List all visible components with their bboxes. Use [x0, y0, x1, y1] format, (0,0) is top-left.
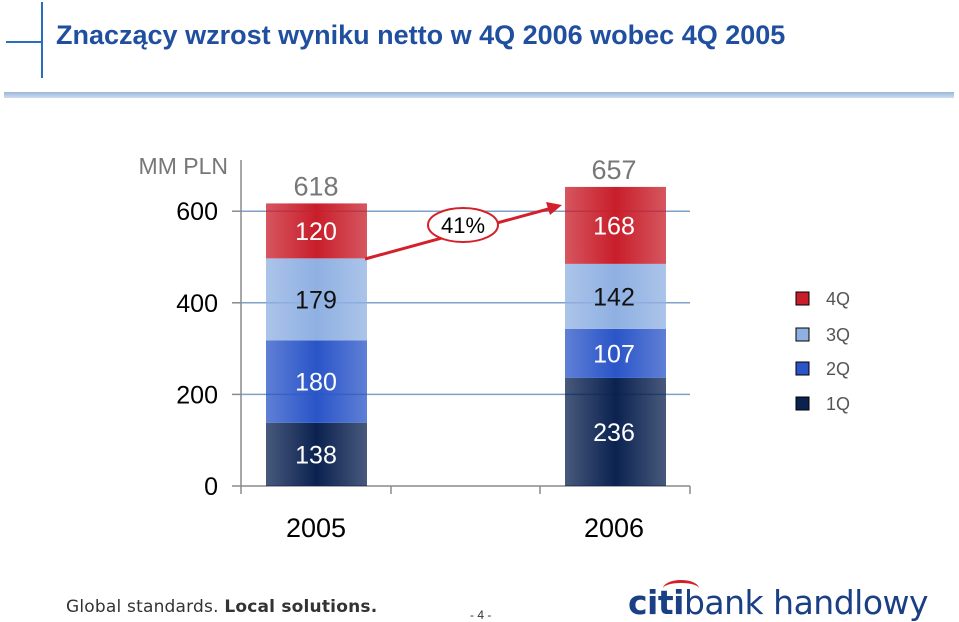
legend-label-4Q: 4Q	[826, 289, 850, 309]
bar-2006-1Q	[565, 377, 666, 486]
title-accent-horizontal-line	[6, 41, 42, 43]
legend-label-3Q: 3Q	[826, 325, 850, 345]
bar-2005-2Q	[266, 340, 367, 423]
page-number: - 4 -	[470, 608, 492, 622]
logo-rest-text: bank handlowy	[683, 583, 929, 622]
growth-badge	[427, 207, 499, 243]
data-label-2006-3Q: 142	[593, 283, 635, 311]
data-label-2005-2Q: 180	[295, 369, 337, 397]
bar-2005-4Q	[266, 203, 367, 259]
legend-swatch-1Q	[795, 396, 810, 411]
data-label-2006-1Q: 236	[593, 419, 635, 447]
y-tick-label-0: 0	[204, 473, 218, 501]
legend-swatch-3Q	[795, 327, 810, 342]
bar-2006-2Q	[565, 328, 666, 378]
growth-arrow-head	[546, 202, 562, 215]
citibank-handlowy-logo: citibank handlowy	[628, 583, 929, 622]
bar-2006-4Q	[565, 186, 666, 264]
growth-label: 41%	[441, 213, 485, 238]
total-label-2005: 618	[293, 171, 338, 201]
data-label-2006-2Q: 107	[593, 340, 635, 368]
legend-label-2Q: 2Q	[826, 359, 850, 379]
citi-logo-arc-icon	[663, 580, 699, 597]
y-tick-label-200: 200	[176, 381, 218, 409]
data-label-2005-3Q: 179	[295, 286, 337, 314]
x-category-label-2005: 2005	[286, 513, 346, 543]
legend-swatch-4Q	[795, 291, 810, 306]
x-category-label-2006: 2006	[584, 513, 644, 543]
y-tick-label-600: 600	[176, 198, 218, 226]
y-unit-label: MM PLN	[139, 153, 228, 179]
stacked-bar-chart: 0 200 400 600 MM PLN 138 180 179 120 618 2005 236 10…	[139, 153, 850, 543]
total-label-2006: 657	[591, 155, 636, 185]
data-label-2005-1Q: 138	[295, 441, 337, 469]
bar-2006-3Q	[565, 263, 666, 329]
data-label-2006-4Q: 168	[593, 212, 635, 240]
title-divider	[4, 92, 954, 98]
data-label-2005-4Q: 120	[295, 218, 337, 246]
slide-title: Znaczący wzrost wyniku netto w 4Q 2006 w…	[56, 20, 786, 50]
logo-citi-text: citi	[628, 583, 684, 622]
tagline-regular: Global standards.	[66, 597, 219, 617]
bar-2005-3Q	[266, 258, 367, 341]
legend-label-1Q: 1Q	[826, 394, 850, 414]
legend-swatch-2Q	[795, 361, 810, 376]
tagline-bold: Local solutions.	[224, 597, 378, 617]
title-accent-vertical-line	[41, 2, 43, 78]
y-tick-label-400: 400	[176, 290, 218, 318]
bar-2005-1Q	[266, 422, 367, 486]
footer-tagline: Global standards. Local solutions.	[66, 597, 377, 617]
